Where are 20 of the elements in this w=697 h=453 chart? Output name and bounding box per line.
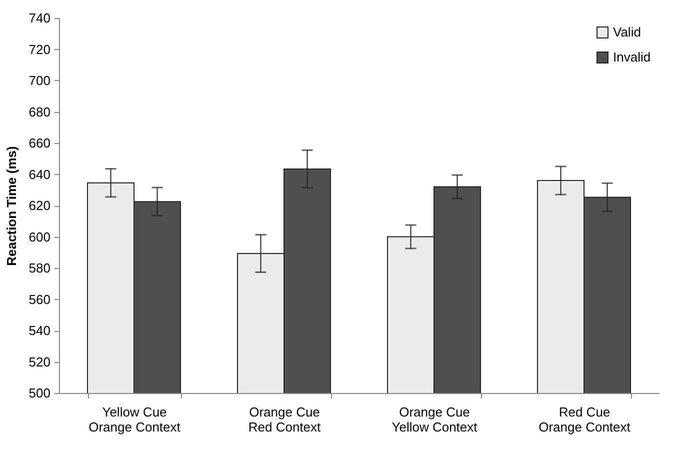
y-tick-label: 720 [28, 42, 50, 57]
y-tick-label: 520 [28, 354, 50, 370]
y-axis-title: Reaction Time (ms) [4, 146, 19, 266]
y-tick-label: 560 [28, 292, 50, 307]
y-tick-label: 540 [28, 323, 50, 338]
y-tick-label: 620 [28, 198, 50, 213]
y-tick-label: 700 [28, 73, 50, 88]
x-tick-label: Red Cue Orange Context [538, 404, 631, 434]
x-tick-label: Yellow Cue Orange Context [88, 404, 181, 434]
x-tick-label: Orange Cue Yellow Context [392, 404, 478, 434]
y-tick-label: 660 [28, 136, 50, 150]
x-tick-label: Orange Cue Red Context [248, 404, 322, 434]
legend-label: Invalid [613, 50, 651, 64]
y-tick-label: 580 [28, 260, 50, 276]
y-tick-label: 640 [28, 166, 50, 182]
y-tick-label: 600 [28, 229, 50, 244]
y-tick-label: 500 [28, 386, 50, 400]
y-tick-label: 680 [28, 104, 50, 120]
y-tick-label: 740 [28, 10, 50, 26]
legend-label: Valid [613, 24, 641, 40]
